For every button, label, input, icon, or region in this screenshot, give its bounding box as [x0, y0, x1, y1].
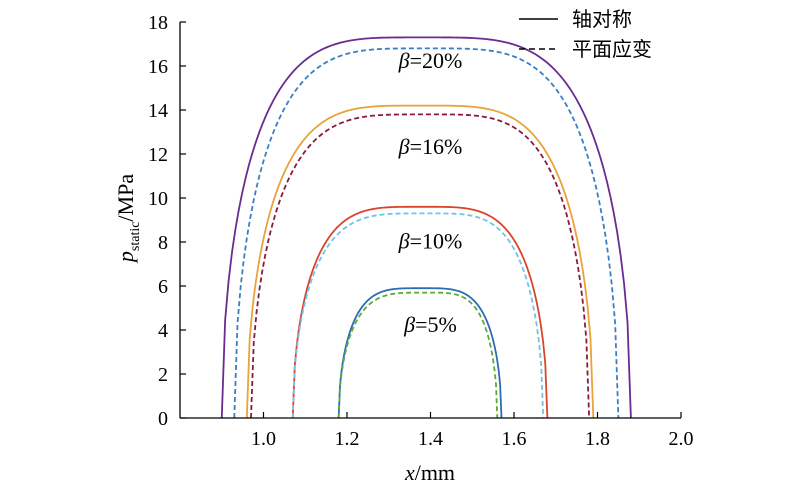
curves-layer: [220, 36, 632, 419]
y-tick-label: 10: [148, 188, 168, 210]
series-line-beta-10-solid: [291, 205, 549, 419]
y-tick-label: 16: [148, 56, 168, 78]
series-line-beta-20-dashed: [233, 47, 620, 419]
annotation-label: β=5%: [403, 312, 457, 337]
x-ticks: 1.0 1.2 1.4 1.6 1.8 2.0: [251, 412, 694, 450]
y-tick-label: 8: [158, 232, 168, 254]
x-tick-label: 1.6: [502, 428, 527, 450]
series-line-beta-10-dashed: [291, 212, 545, 419]
series-line-beta-20-solid: [220, 36, 632, 419]
series-line-beta-5-dashed: [337, 291, 499, 419]
series-line-beta-16-dashed: [250, 113, 591, 419]
x-tick-label: 2.0: [669, 428, 694, 450]
annotation-label: β=20%: [398, 48, 463, 73]
y-tick-label: 18: [148, 12, 168, 34]
y-tick-label: 6: [158, 276, 168, 298]
x-tick-label: 1.8: [585, 428, 610, 450]
legend-label: 轴对称: [572, 7, 632, 31]
x-axis-label: x/mm: [404, 460, 455, 485]
y-tick-label: 2: [158, 364, 168, 386]
annotation-label: β=10%: [398, 229, 463, 254]
y-axis-label: pstatic/MPa: [113, 174, 143, 264]
series-line-beta-5-solid: [337, 287, 503, 419]
y-tick-label: 12: [148, 144, 168, 166]
x-tick-label: 1.0: [251, 428, 276, 450]
y-tick-label: 0: [158, 408, 168, 430]
y-tick-label: 4: [158, 320, 168, 342]
y-tick-label: 14: [148, 100, 168, 122]
axes-layer: [179, 22, 681, 419]
legend-label: 平面应变: [572, 37, 652, 61]
annotations: β=20% β=16% β=10% β=5%: [398, 48, 463, 337]
x-tick-label: 1.4: [418, 428, 443, 450]
y-ticks: 0 2 4 6 8 10 12 14 16 18: [148, 12, 186, 430]
series-line-beta-16-solid: [245, 104, 595, 419]
annotation-label: β=16%: [398, 134, 463, 159]
x-tick-label: 1.2: [335, 428, 360, 450]
